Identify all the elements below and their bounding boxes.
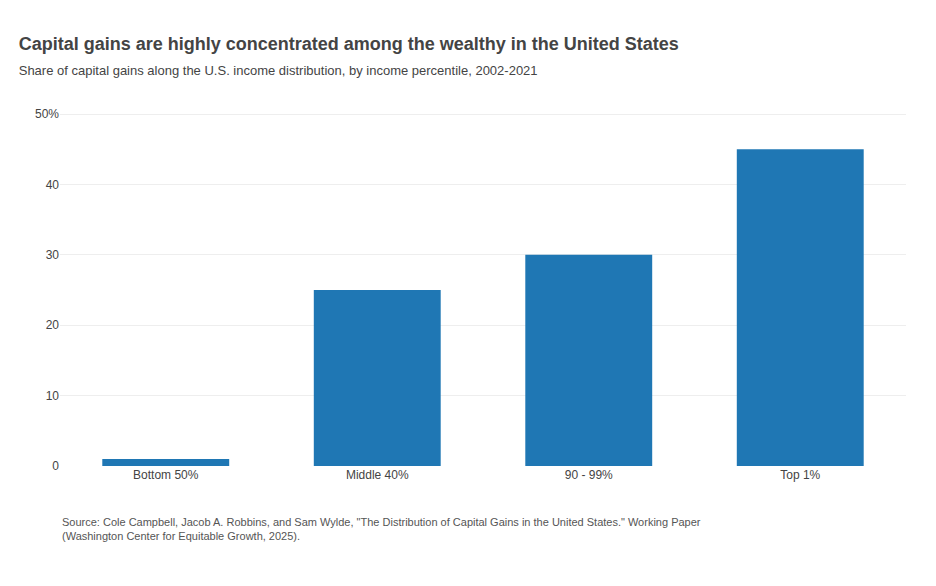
svg-text:Bottom 50%: Bottom 50%	[133, 468, 199, 482]
svg-text:20: 20	[46, 318, 60, 332]
svg-text:Top 1%: Top 1%	[780, 468, 820, 482]
svg-text:Middle 40%: Middle 40%	[346, 468, 409, 482]
svg-text:40: 40	[46, 178, 60, 192]
svg-text:Capital gains are highly conce: Capital gains are highly concentrated am…	[19, 34, 679, 54]
svg-text:0: 0	[52, 459, 59, 473]
svg-text:30: 30	[46, 248, 60, 262]
svg-text:Share of capital gains along t: Share of capital gains along the U.S. in…	[19, 63, 538, 78]
svg-text:50%: 50%	[35, 107, 59, 121]
svg-text:Source: Cole Campbell, Jacob A: Source: Cole Campbell, Jacob A. Robbins,…	[62, 516, 701, 542]
svg-text:90 - 99%: 90 - 99%	[565, 468, 613, 482]
svg-text:10: 10	[46, 389, 60, 403]
